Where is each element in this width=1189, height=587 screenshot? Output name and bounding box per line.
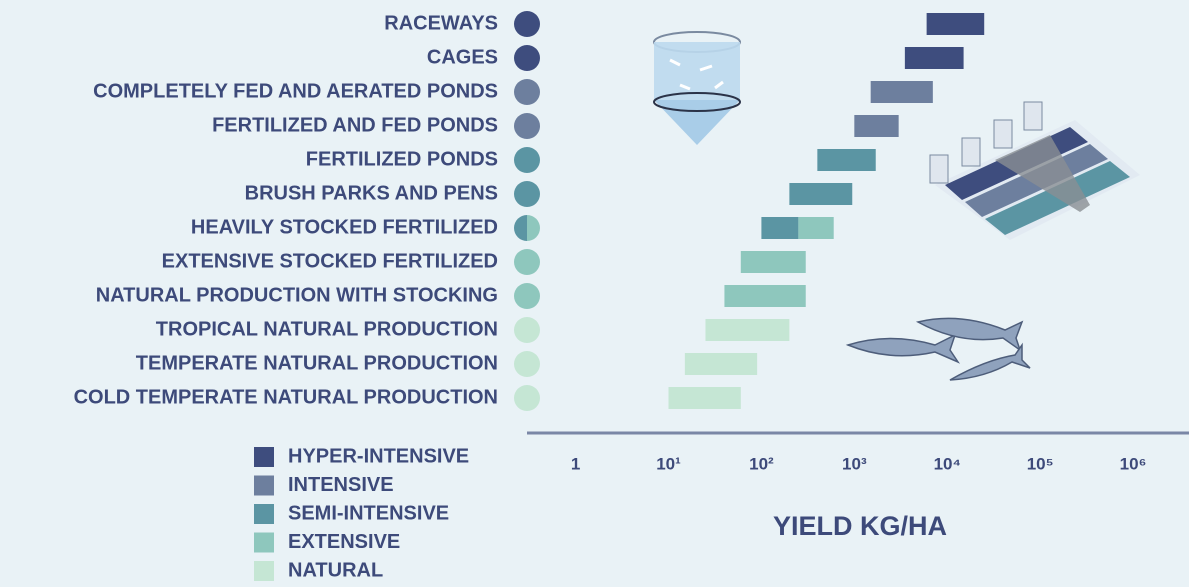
x-tick-label: 1 <box>571 454 580 473</box>
bar <box>789 183 853 205</box>
x-tick-label: 10⁵ <box>1027 454 1054 473</box>
category-label: EXTENSIVE STOCKED FERTILIZED <box>162 250 498 272</box>
legend-swatch <box>254 561 274 581</box>
bar <box>668 387 741 409</box>
category-dot <box>514 113 540 139</box>
category-dot <box>514 45 540 71</box>
legend-swatch <box>254 532 274 553</box>
category-label: COLD TEMPERATE NATURAL PRODUCTION <box>74 386 498 408</box>
category-dot <box>514 351 540 377</box>
category-label: TROPICAL NATURAL PRODUCTION <box>156 318 498 340</box>
category-dot <box>514 181 540 207</box>
x-tick-label: 10⁶ <box>1120 454 1147 473</box>
category-label: BRUSH PARKS AND PENS <box>245 182 498 204</box>
category-dot <box>514 283 540 309</box>
category-dot <box>514 215 527 241</box>
bar <box>817 149 876 171</box>
category-label: TEMPERATE NATURAL PRODUCTION <box>136 352 498 374</box>
bar <box>870 81 933 103</box>
x-tick-label: 10³ <box>842 454 867 473</box>
category-dot <box>514 385 540 411</box>
category-label: FERTILIZED AND FED PONDS <box>212 114 498 136</box>
category-dot <box>514 317 540 343</box>
category-label: NATURAL PRODUCTION WITH STOCKING <box>96 284 498 306</box>
bar <box>740 251 806 273</box>
bar <box>684 353 758 375</box>
category-dot <box>514 249 540 275</box>
bar <box>724 285 806 307</box>
legend-label: SEMI-INTENSIVE <box>288 502 449 524</box>
legend-label: NATURAL <box>288 559 383 581</box>
category-dot <box>514 11 540 37</box>
category-dot <box>527 215 540 241</box>
legend-swatch <box>254 475 274 496</box>
legend-swatch <box>254 447 274 467</box>
category-label: RACEWAYS <box>384 12 498 34</box>
bar <box>761 217 799 239</box>
x-axis-title: YIELD KG/HA <box>773 511 947 541</box>
x-tick-label: 10⁴ <box>934 454 961 473</box>
legend-label: HYPER-INTENSIVE <box>288 445 469 467</box>
category-label: CAGES <box>427 46 498 68</box>
legend-label: EXTENSIVE <box>288 531 400 553</box>
category-label: COMPLETELY FED AND AERATED PONDS <box>93 80 498 102</box>
x-tick-label: 10¹ <box>656 454 681 473</box>
bar <box>705 319 790 341</box>
category-dot <box>514 79 540 105</box>
ponds-illustration <box>929 101 1140 240</box>
cage-illustration <box>653 31 741 145</box>
x-tick-label: 10² <box>749 454 774 473</box>
bar <box>854 115 899 137</box>
legend-swatch <box>254 504 274 524</box>
fish-illustration <box>845 317 1031 381</box>
bar <box>798 217 834 239</box>
category-dot <box>514 147 540 173</box>
category-label: HEAVILY STOCKED FERTILIZED <box>191 216 498 238</box>
bar <box>904 47 964 69</box>
legend-label: INTENSIVE <box>288 474 394 496</box>
category-label: FERTILIZED PONDS <box>306 148 498 170</box>
bar <box>926 13 985 35</box>
